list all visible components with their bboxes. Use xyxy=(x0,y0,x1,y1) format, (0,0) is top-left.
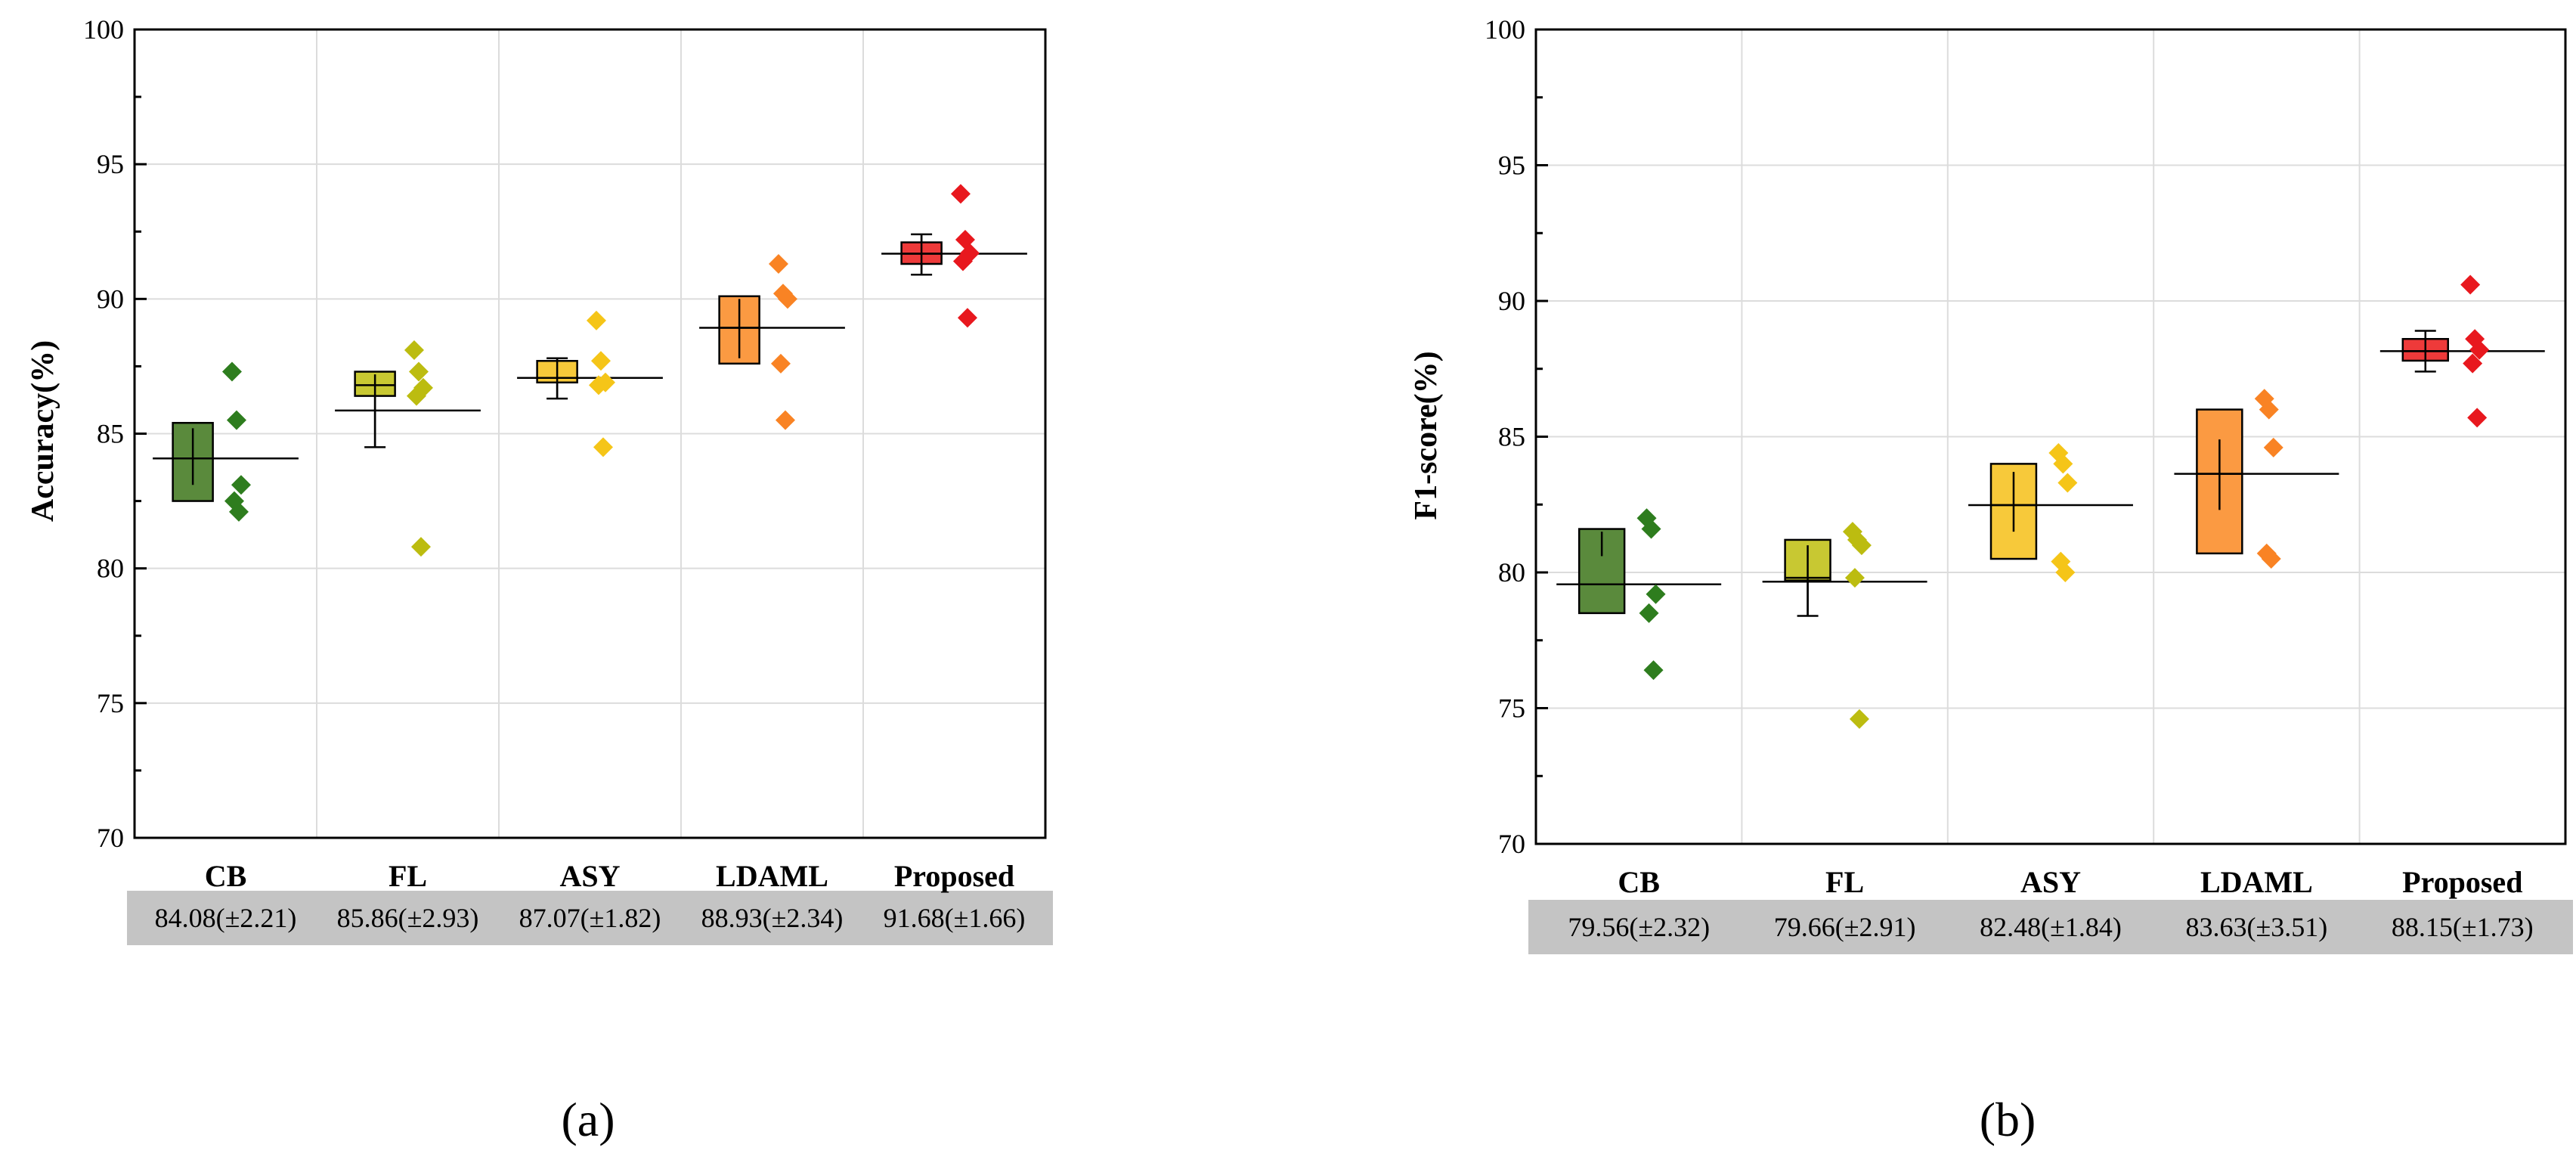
category-label: ASY xyxy=(2020,865,2081,899)
data-point xyxy=(957,308,977,328)
data-point xyxy=(231,475,251,495)
category-label: Proposed xyxy=(894,859,1014,893)
y-tick-label: 75 xyxy=(1498,693,1525,724)
summary-label: 83.63(±3.51) xyxy=(2186,912,2328,942)
data-point xyxy=(2259,399,2279,420)
data-point xyxy=(404,340,424,361)
data-point xyxy=(588,375,608,395)
data-point xyxy=(1849,709,1869,729)
data-point xyxy=(768,254,788,274)
data-point xyxy=(2055,563,2076,582)
data-point xyxy=(2261,549,2281,569)
f1-score-panel: F1-score(%) (b) 70 75 80 85 90 95 100 CB 79.56(±… xyxy=(1409,14,2573,1146)
y-tick-label: 80 xyxy=(1498,557,1525,588)
summary-label: 87.07(±1.82) xyxy=(519,903,661,933)
data-point xyxy=(1851,535,1872,556)
data-point xyxy=(406,386,426,406)
y-tick-label: 100 xyxy=(1485,14,1525,45)
data-point xyxy=(593,437,613,457)
data-point xyxy=(586,310,606,330)
y-axis-label: Accuracy(%) xyxy=(26,340,60,522)
data-point xyxy=(2053,454,2073,474)
category-label: Proposed xyxy=(2402,865,2522,899)
y-tick-label: 75 xyxy=(97,688,124,718)
data-point xyxy=(2263,437,2283,457)
category-label: CB xyxy=(1618,865,1660,899)
y-tick-label: 95 xyxy=(1498,150,1525,181)
category-label: LDAML xyxy=(716,859,828,893)
data-point xyxy=(775,410,795,430)
category-label: ASY xyxy=(559,859,620,893)
y-tick-label: 70 xyxy=(97,823,124,853)
panel-label: (a) xyxy=(561,1093,615,1146)
summary-label: 79.56(±2.32) xyxy=(1568,912,1710,942)
data-point xyxy=(770,353,791,374)
y-axis-label: F1-score(%) xyxy=(1409,351,1444,519)
panel-label: (b) xyxy=(1980,1093,2036,1146)
summary-label: 85.86(±2.93) xyxy=(337,903,479,933)
accuracy-panel: Accuracy(%) (a) 70 75 80 85 90 95 100 CB 84.08(±… xyxy=(26,14,1053,1146)
summary-band xyxy=(1528,900,2573,954)
summary-label: 84.08(±2.21) xyxy=(155,903,297,933)
y-tick-label: 80 xyxy=(97,554,124,584)
summary-label: 82.48(±1.84) xyxy=(1980,912,2122,942)
data-point xyxy=(2463,353,2483,374)
data-point xyxy=(2467,408,2488,428)
plot-frame xyxy=(133,28,1047,839)
data-point xyxy=(952,251,973,271)
data-point xyxy=(2057,473,2078,493)
y-tick-label: 95 xyxy=(97,149,124,179)
data-point xyxy=(590,351,611,371)
summary-band xyxy=(127,891,1053,945)
data-point xyxy=(226,410,246,430)
data-point xyxy=(410,537,431,557)
y-tick-label: 85 xyxy=(1498,422,1525,452)
summary-label: 79.66(±2.91) xyxy=(1774,912,1916,942)
data-point xyxy=(408,361,429,382)
y-tick-label: 85 xyxy=(97,419,124,449)
data-point xyxy=(228,501,249,522)
data-point xyxy=(1646,584,1666,604)
category-label: FL xyxy=(1825,865,1864,899)
summary-label: 88.93(±2.34) xyxy=(701,903,844,933)
plot-frame xyxy=(1534,28,2567,845)
category-label: CB xyxy=(205,859,247,893)
y-tick-label: 100 xyxy=(83,14,124,45)
data-point xyxy=(1639,603,1659,623)
data-point xyxy=(1641,519,1661,539)
data-point xyxy=(221,361,242,382)
data-point xyxy=(950,184,971,204)
summary-label: 88.15(±1.73) xyxy=(2392,912,2534,942)
category-label: LDAML xyxy=(2200,865,2313,899)
data-point xyxy=(1643,660,1664,681)
data-point xyxy=(2469,340,2490,360)
y-tick-label: 90 xyxy=(1498,286,1525,316)
y-tick-label: 90 xyxy=(97,284,124,314)
category-label: FL xyxy=(389,859,427,893)
summary-label: 91.68(±1.66) xyxy=(884,903,1026,933)
data-point xyxy=(1844,568,1865,588)
y-tick-label: 70 xyxy=(1498,829,1525,859)
data-point xyxy=(2460,274,2481,295)
data-point xyxy=(777,289,797,309)
